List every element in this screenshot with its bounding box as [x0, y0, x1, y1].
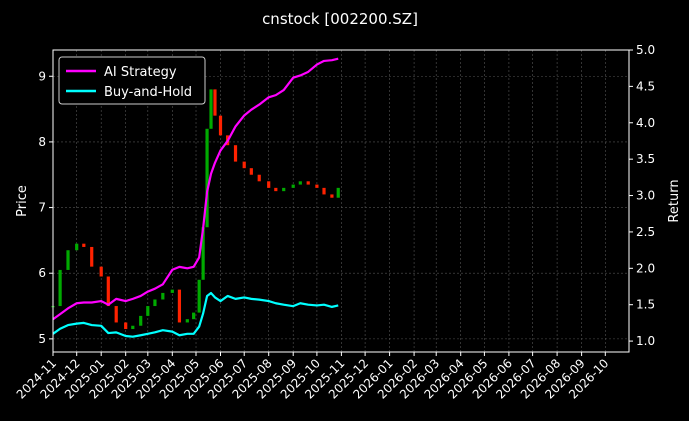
y-axis-right: 1.0 1.5 2.0 2.5 3.0 3.5 4.0 4.5 5.0 — [629, 43, 655, 348]
x-axis: 2024-112024-122025-012025-022025-032025-… — [14, 352, 611, 402]
price-candle — [106, 276, 110, 307]
y-right-tick-label: 4.0 — [636, 116, 655, 130]
price-candle — [330, 194, 334, 198]
price-candles — [51, 89, 340, 330]
price-candle — [131, 325, 135, 330]
price-candle — [282, 187, 286, 192]
price-candle — [114, 306, 118, 323]
y-right-tick-label: 2.5 — [636, 225, 655, 239]
price-candle — [306, 181, 310, 185]
legend-label-buy-and-hold: Buy-and-Hold — [104, 85, 192, 100]
y-left-tick-label: 7 — [38, 201, 46, 215]
price-candle — [274, 187, 278, 192]
y-axis-right-label: Return — [667, 179, 682, 222]
y-right-tick-label: 2.0 — [636, 261, 655, 275]
series-line-buy-and-hold — [52, 291, 339, 338]
price-candle — [315, 184, 319, 188]
price-candle — [99, 266, 103, 277]
y-right-tick-label: 1.0 — [636, 334, 655, 348]
price-candle — [213, 89, 217, 116]
price-candle — [233, 145, 238, 162]
series-lines — [52, 57, 339, 338]
price-candle — [66, 250, 70, 270]
price-candle — [177, 289, 182, 323]
price-candle — [218, 115, 223, 136]
y-left-tick-label: 9 — [38, 69, 46, 83]
price-candle — [267, 181, 271, 188]
y-left-tick-label: 5 — [38, 332, 46, 346]
y-left-tick-label: 6 — [38, 266, 46, 280]
price-candle — [298, 181, 302, 185]
series-line-ai-strategy — [52, 57, 339, 321]
price-candle — [249, 168, 253, 175]
price-candle — [161, 292, 165, 300]
y-right-tick-label: 5.0 — [636, 43, 655, 57]
price-candle — [322, 187, 326, 195]
price-candle — [90, 246, 94, 267]
price-candle — [170, 289, 174, 293]
price-candle — [124, 322, 128, 330]
price-candle — [336, 187, 340, 198]
price-candle — [242, 161, 246, 169]
y-right-tick-label: 3.0 — [636, 189, 655, 203]
y-right-tick-label: 1.5 — [636, 298, 655, 312]
y-right-tick-label: 3.5 — [636, 152, 655, 166]
price-candle — [139, 315, 143, 326]
legend: AI Strategy Buy-and-Hold — [58, 56, 206, 105]
price-candle — [146, 306, 150, 316]
price-candle — [192, 312, 196, 320]
price-candle — [82, 243, 86, 247]
y-right-tick-label: 4.5 — [636, 79, 655, 93]
y-left-tick-label: 8 — [38, 135, 46, 149]
price-candle — [153, 299, 157, 307]
price-candle — [197, 279, 201, 313]
price-candle — [201, 227, 205, 280]
price-candle — [75, 243, 79, 251]
legend-label-ai-strategy: AI Strategy — [104, 65, 177, 80]
price-candle — [205, 128, 209, 228]
y-axis-left: 5 6 7 8 9 — [38, 69, 53, 346]
price-candle — [185, 319, 189, 323]
chart-title: cnstock [002200.SZ] — [262, 10, 418, 28]
price-candle — [209, 89, 213, 129]
price-candle — [291, 184, 295, 188]
y-axis-left-label: Price — [15, 185, 30, 217]
price-candle — [58, 269, 62, 307]
price-candle — [257, 174, 261, 182]
